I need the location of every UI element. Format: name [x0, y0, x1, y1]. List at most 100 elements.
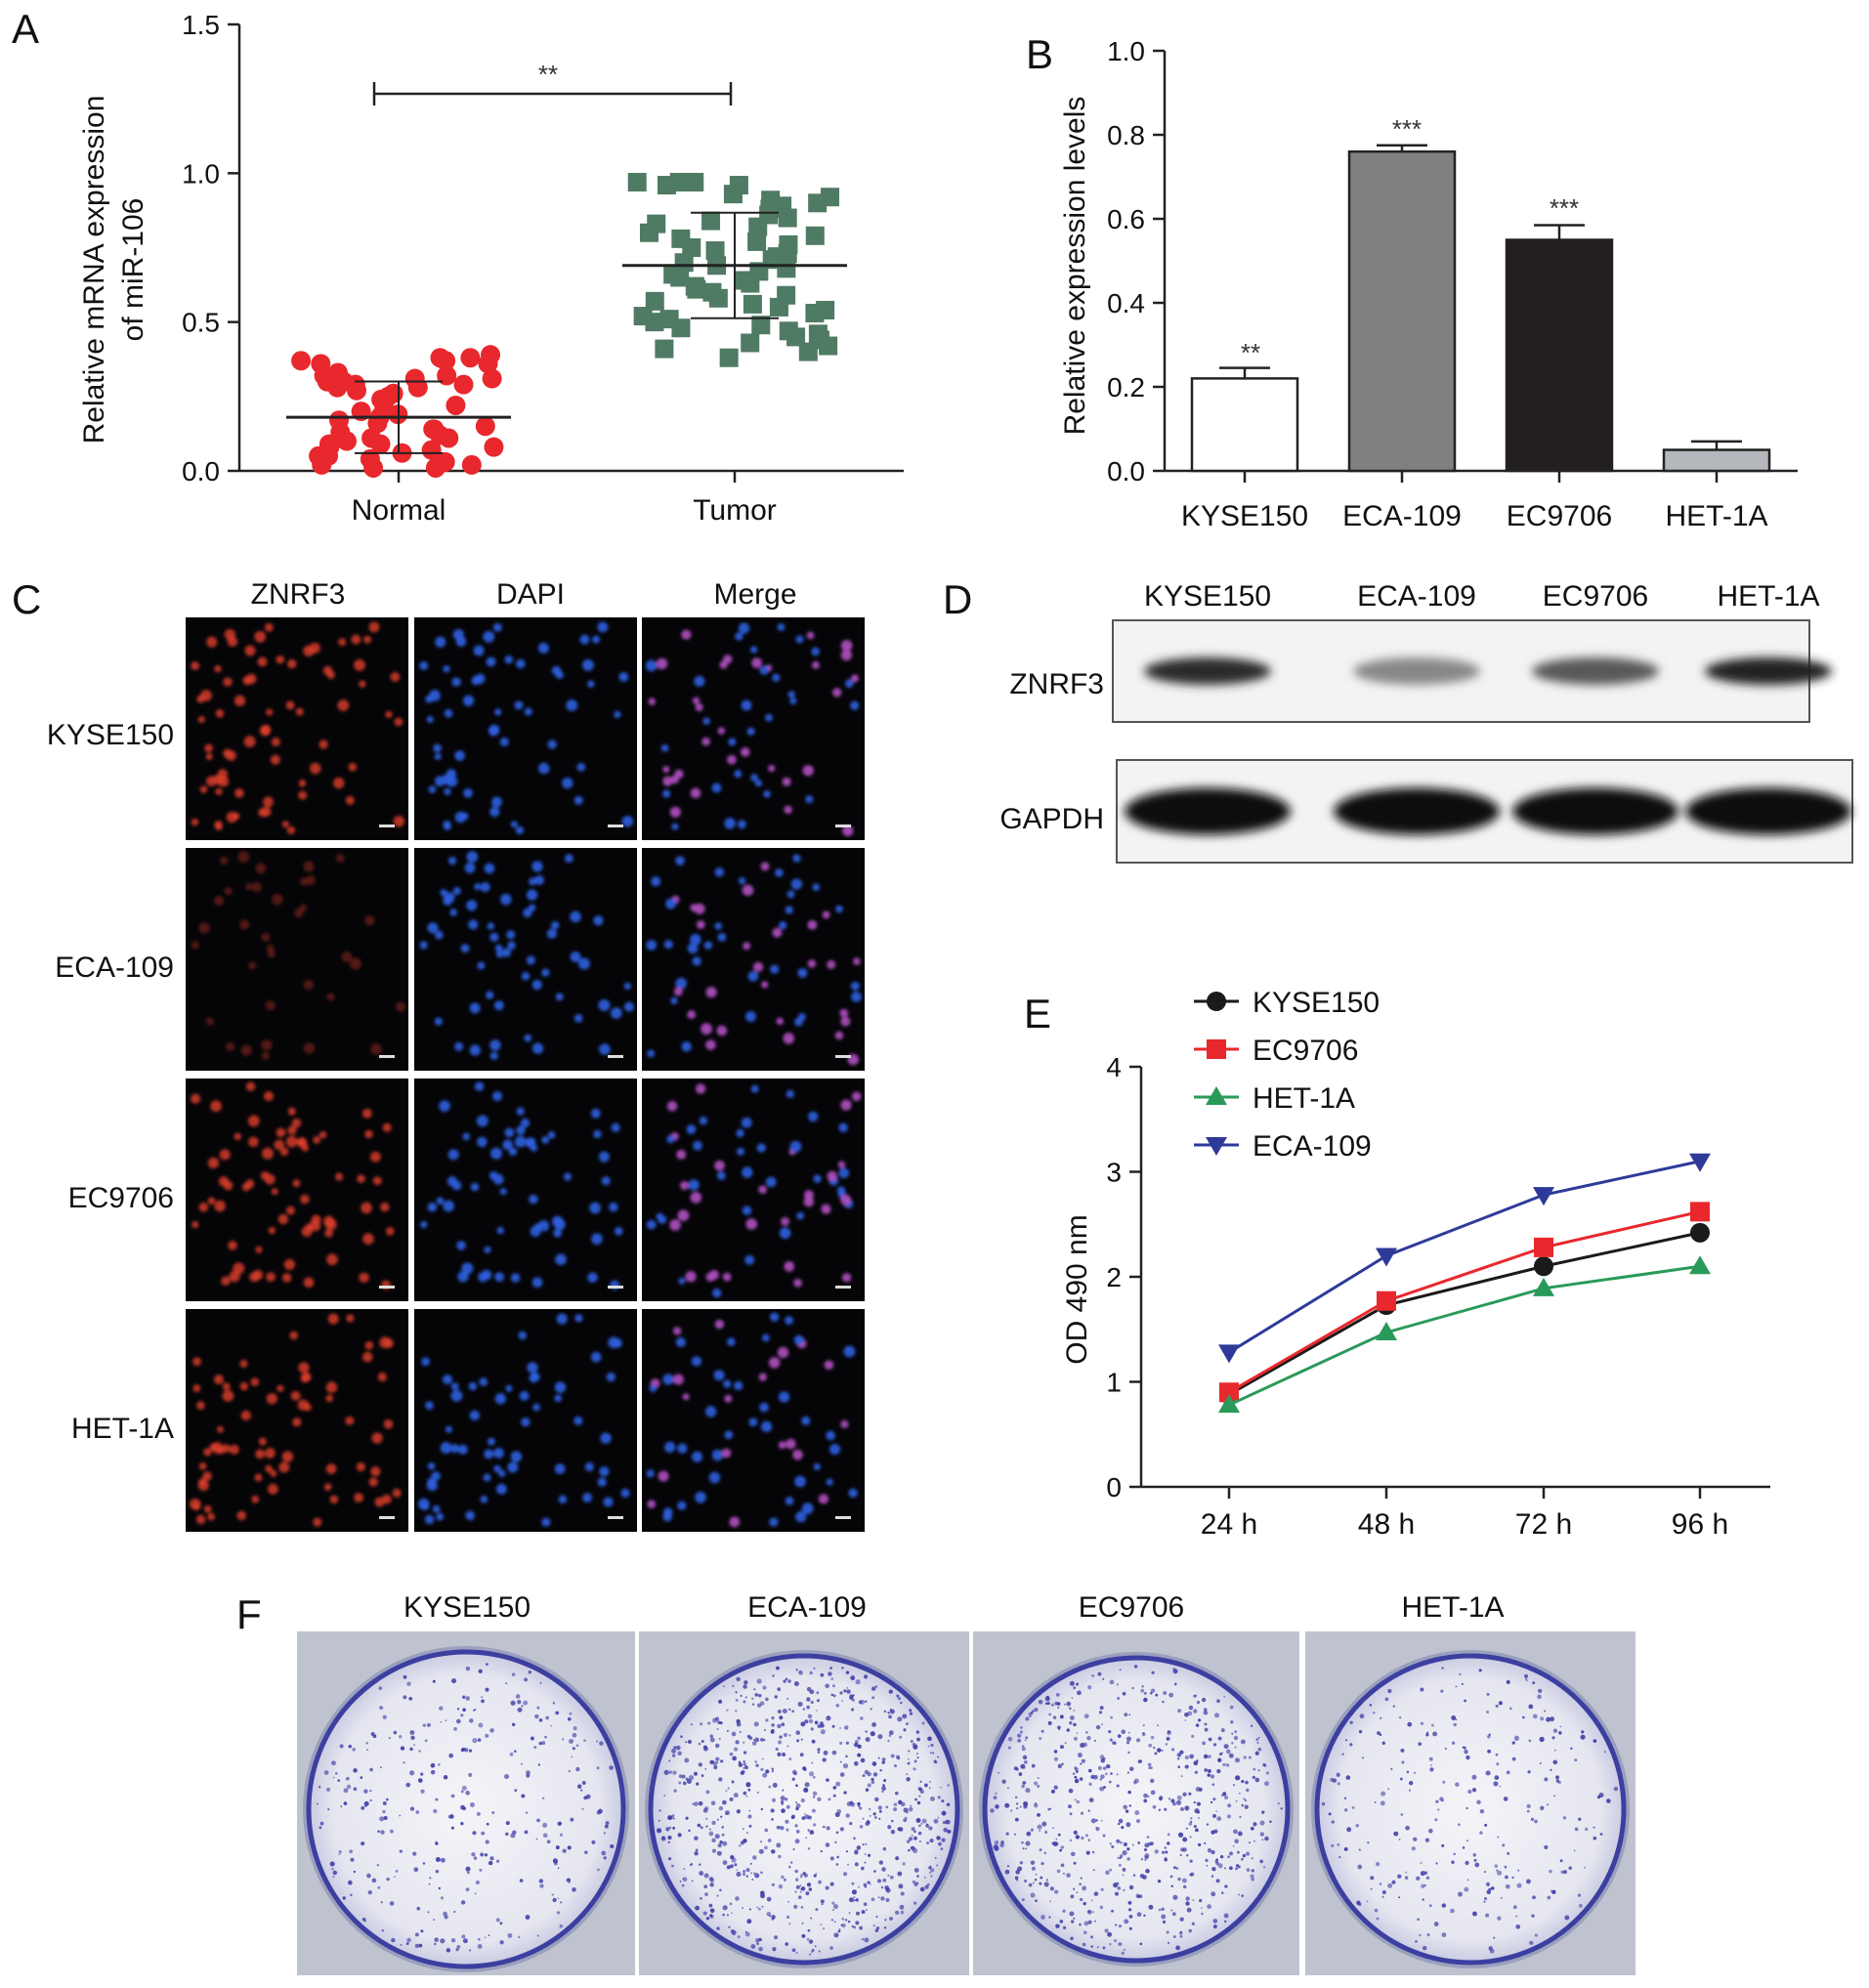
colony — [422, 1862, 426, 1865]
if-cell — [203, 1504, 212, 1513]
panel-f-well-kyse150: KYSE150 — [404, 1591, 531, 1624]
if-cell — [840, 1016, 851, 1027]
if-cell — [325, 1394, 334, 1403]
colony — [1079, 1897, 1083, 1902]
colony — [1437, 1808, 1440, 1811]
colony — [894, 1791, 899, 1796]
if-cell — [291, 1118, 302, 1128]
colony — [794, 1890, 797, 1893]
panel-letter-e: E — [1024, 991, 1051, 1036]
colony — [994, 1840, 999, 1845]
colony — [1370, 1887, 1373, 1890]
if-cell — [255, 1246, 263, 1253]
colony — [1157, 1879, 1162, 1883]
if-cell — [370, 1466, 381, 1477]
colony — [745, 1875, 748, 1878]
colony — [521, 1762, 524, 1765]
if-cell — [801, 1502, 814, 1514]
colony — [1599, 1833, 1603, 1836]
if-cell — [473, 645, 485, 656]
colony — [545, 1715, 549, 1720]
if-cell — [795, 635, 804, 644]
if-cell — [484, 1246, 491, 1253]
colony — [478, 1669, 483, 1673]
colony — [378, 1686, 383, 1691]
colony — [835, 1781, 841, 1787]
colony — [1444, 1747, 1447, 1751]
colony — [1166, 1736, 1170, 1741]
colony — [788, 1757, 792, 1761]
if-cell — [674, 769, 684, 779]
blot-band — [1512, 787, 1678, 835]
if-cell — [439, 1100, 450, 1113]
colony — [1216, 1699, 1220, 1704]
colony — [797, 1701, 803, 1707]
colony — [872, 1772, 878, 1777]
colony — [1091, 1850, 1095, 1854]
colony — [495, 1918, 500, 1923]
colony — [828, 1671, 832, 1676]
colony — [881, 1790, 884, 1794]
colony — [804, 1782, 810, 1788]
colony — [877, 1734, 883, 1740]
colony — [801, 1886, 804, 1889]
colony — [743, 1700, 746, 1704]
colony — [1164, 1846, 1167, 1849]
panel-letter-a: A — [12, 6, 39, 52]
colony — [882, 1846, 887, 1851]
if-cell — [832, 688, 842, 698]
colony — [1084, 1834, 1089, 1838]
colony — [874, 1928, 879, 1932]
colony — [477, 1943, 483, 1949]
if-cell — [228, 1241, 237, 1250]
if-cell — [733, 1380, 743, 1391]
panel-d-lane-kyse150: KYSE150 — [1144, 580, 1271, 613]
colony — [1080, 1742, 1085, 1749]
colony — [841, 1667, 844, 1670]
colony — [820, 1899, 825, 1904]
colony — [1123, 1804, 1127, 1810]
colony — [1075, 1835, 1081, 1840]
panel-b-bar — [1505, 238, 1614, 473]
panel-d-lane-ec9706: EC9706 — [1543, 580, 1648, 613]
if-cell — [390, 672, 401, 682]
colony — [722, 1799, 727, 1805]
colony — [797, 1895, 802, 1900]
blot-band-group — [1144, 657, 1832, 685]
colony — [897, 1696, 902, 1701]
if-cell — [206, 776, 217, 786]
colony — [1156, 1748, 1162, 1753]
if-cell — [521, 1417, 531, 1427]
dish-well — [306, 1649, 626, 1969]
colony — [800, 1738, 803, 1741]
if-cell — [435, 636, 446, 648]
colony — [1417, 1918, 1421, 1922]
colony — [787, 1865, 791, 1869]
if-cell — [480, 1495, 488, 1503]
panel-e-xtick-96h: 96 h — [1672, 1508, 1728, 1541]
colony — [731, 1731, 737, 1737]
colony — [572, 1732, 577, 1738]
colony — [567, 1845, 572, 1850]
colony — [875, 1915, 878, 1919]
colony — [677, 1833, 682, 1838]
colony — [715, 1756, 720, 1761]
colony — [1427, 1828, 1433, 1834]
colony — [1613, 1786, 1619, 1792]
colony — [771, 1728, 775, 1732]
colony — [850, 1675, 856, 1681]
colony — [1143, 1914, 1146, 1918]
if-cell — [369, 1151, 381, 1163]
colony — [1128, 1713, 1131, 1716]
colony — [1172, 1669, 1178, 1674]
colony — [1430, 1723, 1434, 1727]
colony — [789, 1861, 793, 1864]
colony — [918, 1795, 921, 1798]
colony — [794, 1869, 798, 1874]
colony — [1021, 1745, 1025, 1749]
colony — [823, 1750, 828, 1755]
colony — [1073, 1710, 1076, 1712]
colony — [1047, 1721, 1051, 1724]
colony — [1028, 1714, 1032, 1717]
colony — [1097, 1765, 1102, 1770]
